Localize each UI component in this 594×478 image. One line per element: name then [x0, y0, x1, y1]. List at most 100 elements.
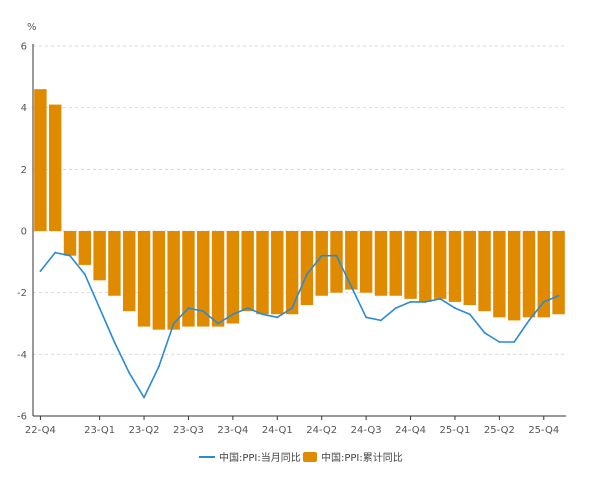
bar [448, 231, 462, 302]
bar [137, 231, 151, 327]
line-point [439, 297, 442, 300]
line-point [113, 341, 116, 343]
bar [226, 231, 240, 324]
bar [315, 231, 328, 296]
y-tick-label: 2 [21, 165, 27, 176]
x-tick-label: 23-Q4 [217, 425, 248, 436]
bar [552, 231, 565, 315]
line-point [276, 316, 279, 319]
bar [389, 231, 402, 296]
line-point [306, 273, 308, 276]
line-point [69, 254, 71, 257]
x-tick-label: 25-Q1 [439, 425, 470, 436]
legend-bar-label: 中国:PPI:累计同比 [321, 451, 403, 464]
x-tick-label: 25-Q2 [484, 425, 515, 436]
x-tick-label: 24-Q2 [306, 425, 337, 436]
bar [78, 231, 92, 265]
x-tick-label: 23-Q3 [173, 425, 204, 436]
bar [93, 231, 106, 281]
line-point [350, 285, 353, 288]
bar [197, 231, 210, 327]
line-point [394, 307, 397, 309]
bar [345, 231, 358, 290]
bar [48, 104, 62, 231]
line-point [54, 251, 57, 254]
x-tick-label: 23-Q1 [84, 425, 115, 436]
line-point [409, 301, 412, 303]
y-tick-label: 6 [21, 42, 27, 53]
bar [374, 231, 388, 296]
line-point [424, 301, 427, 303]
x-tick-label: 24-Q1 [262, 425, 293, 436]
line-point [557, 294, 560, 297]
bar [271, 231, 284, 315]
line-point [261, 313, 264, 316]
line-point [542, 301, 545, 303]
x-tick-label: 23-Q2 [129, 425, 160, 436]
line-series [39, 251, 560, 399]
line-point [187, 307, 190, 309]
line-point [39, 270, 42, 272]
bar [419, 231, 432, 302]
legend-item-bar[interactable]: 中国:PPI:累计同比 [303, 451, 403, 464]
bar [63, 231, 77, 256]
bar [537, 231, 551, 318]
line-point [98, 307, 101, 309]
line-point [528, 319, 530, 322]
x-tick-label: 24-Q3 [351, 425, 382, 436]
bar [182, 231, 195, 327]
legend-bar-swatch [303, 452, 317, 462]
legend: 中国:PPI:当月同比 中国:PPI:累计同比 [199, 451, 403, 464]
line-point [320, 254, 323, 257]
line-point [83, 273, 86, 276]
line-point [157, 365, 160, 368]
y-tick-label: -6 [17, 412, 27, 423]
bar [152, 231, 166, 330]
y-unit-label: % [27, 22, 37, 33]
line-point [365, 316, 368, 319]
bar [404, 231, 417, 299]
bar [478, 231, 491, 312]
line-point [217, 322, 219, 325]
bar [108, 231, 121, 296]
y-tick-label: 0 [21, 227, 27, 238]
bar [493, 231, 506, 318]
line-point [172, 322, 175, 325]
line-point [335, 254, 338, 257]
y-tick-label: -4 [17, 350, 27, 361]
legend-item-line[interactable]: 中国:PPI:当月同比 [199, 451, 301, 464]
y-tick-label: -2 [17, 288, 27, 299]
line-point [483, 331, 486, 334]
bar [463, 231, 476, 305]
line-path [39, 251, 559, 399]
line-point [291, 307, 293, 309]
line-point [498, 341, 501, 343]
bar-series [34, 89, 565, 330]
bar [522, 231, 536, 318]
line-point [513, 341, 516, 343]
line-point [246, 307, 249, 309]
bar [300, 231, 314, 305]
line-point [454, 307, 456, 309]
x-tick-label: 25-Q4 [528, 425, 559, 436]
x-tick-label: 24-Q4 [395, 425, 426, 436]
bar [123, 231, 136, 312]
bar [256, 231, 269, 315]
line-point [231, 313, 234, 316]
line-point [468, 313, 471, 316]
bar [507, 231, 521, 321]
bar [359, 231, 373, 293]
bar [433, 231, 447, 299]
bar [167, 231, 180, 330]
line-point [380, 319, 382, 322]
legend-line-label: 中国:PPI:当月同比 [219, 451, 301, 464]
x-tick-label: 22-Q4 [25, 425, 56, 436]
bar [34, 89, 47, 232]
bar [330, 231, 343, 293]
axes: -6 -4 -2 0 2 4 6 22-Q4 23-Q1 23-Q2 23-Q3 23-Q4 24-Q1… [17, 42, 566, 436]
bar [285, 231, 299, 315]
bar [211, 231, 225, 327]
bar [241, 231, 254, 312]
line-point [128, 371, 131, 374]
